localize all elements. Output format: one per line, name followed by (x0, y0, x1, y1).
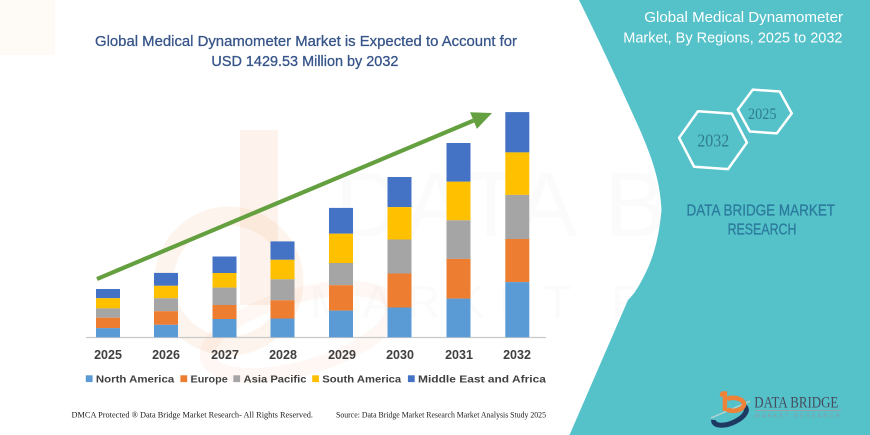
svg-text:Source: Data Bridge Market Res: Source: Data Bridge Market Research Mark… (336, 410, 546, 420)
svg-text:USD 1429.53 Million by 2032: USD 1429.53 Million by 2032 (211, 54, 398, 70)
svg-text:RESEARCH: RESEARCH (728, 222, 797, 239)
svg-text:DATA BRIDGE MARKET: DATA BRIDGE MARKET (687, 202, 836, 219)
svg-text:DATA BRIDGE: DATA BRIDGE (754, 395, 838, 412)
svg-text:Market, By Regions, 2025 to 20: Market, By Regions, 2025 to 2032 (623, 30, 842, 47)
svg-text:Global Medical Dynamometer Mar: Global Medical Dynamometer Market is Exp… (95, 34, 517, 50)
svg-text:Middle East and Africa: Middle East and Africa (418, 373, 546, 385)
svg-text:2025: 2025 (748, 106, 777, 123)
svg-text:MARKET RESEARCH: MARKET RESEARCH (755, 414, 840, 420)
svg-text:Europe: Europe (191, 373, 228, 385)
svg-text:DMCA Protected ® Data Bridge M: DMCA Protected ® Data Bridge Market Rese… (72, 410, 314, 420)
svg-text:South America: South America (322, 373, 401, 385)
svg-text:Global Medical Dynamometer: Global Medical Dynamometer (644, 9, 843, 26)
svg-text:Asia Pacific: Asia Pacific (244, 373, 307, 385)
svg-text:2032: 2032 (697, 131, 729, 151)
svg-text:North America: North America (96, 373, 174, 385)
